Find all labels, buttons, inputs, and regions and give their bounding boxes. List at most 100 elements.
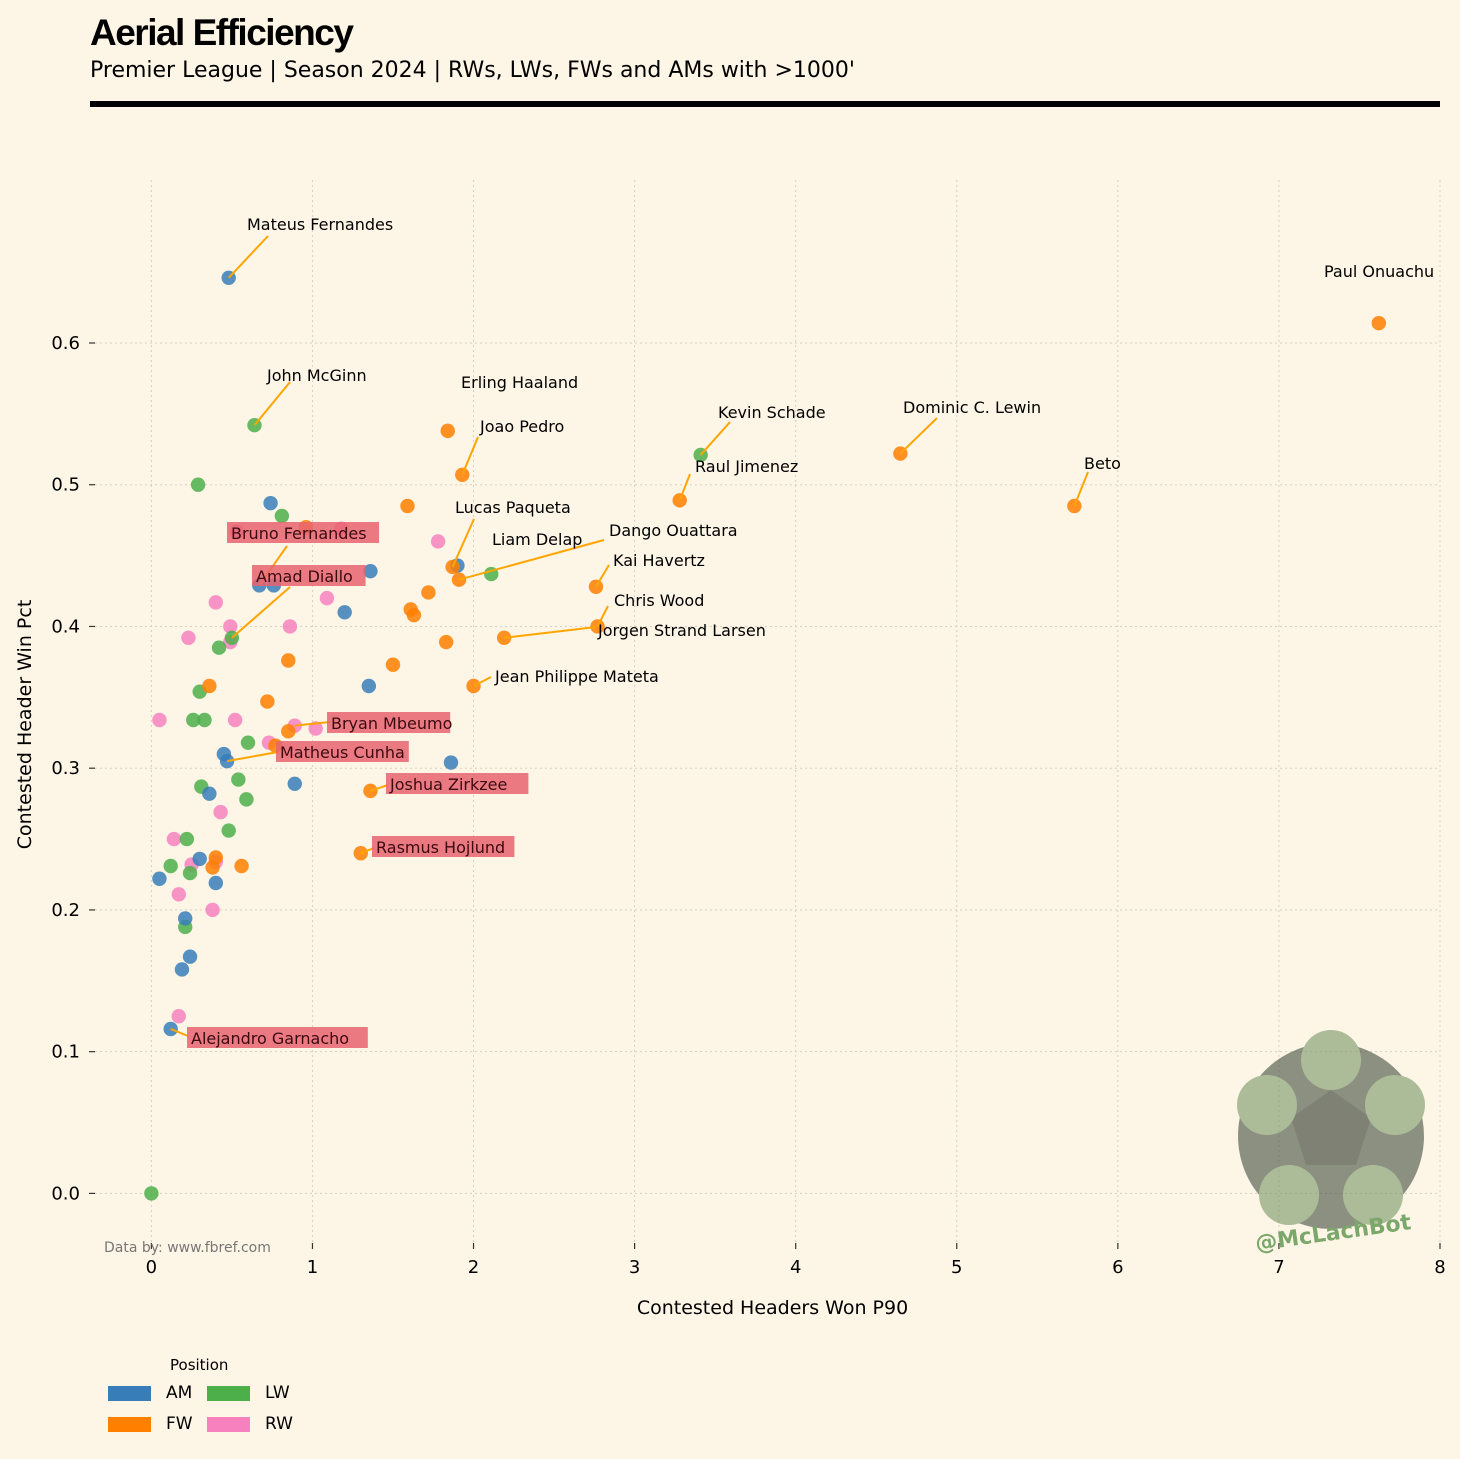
watermark-logo — [1237, 1030, 1425, 1229]
x-tick-label: 7 — [1273, 1257, 1284, 1278]
source-note: Data by: www.fbref.com — [104, 1240, 271, 1256]
data-point — [178, 911, 193, 926]
annotation-leader — [699, 421, 731, 456]
player-label: Joshua Zirkzee — [389, 775, 507, 794]
data-point — [363, 563, 378, 579]
scatter-chart: 0 1 2 3 4 5 6 7 8 0.0 0.1 0.2 0.3 0.4 0.5 0.6 Contested … — [14, 180, 1446, 1319]
data-point — [308, 721, 323, 736]
data-point — [421, 585, 436, 600]
legend-title: Position — [170, 1356, 229, 1374]
data-point — [287, 776, 302, 791]
annotation-leader — [253, 381, 291, 426]
data-point — [430, 534, 446, 549]
y-tick-label: 0.2 — [51, 900, 80, 921]
data-point — [211, 640, 227, 655]
data-point — [496, 630, 512, 645]
y-tick-label: 0.1 — [51, 1042, 80, 1063]
data-point — [231, 772, 246, 787]
data-point — [181, 630, 196, 645]
data-point — [144, 1186, 159, 1201]
y-tick-label: 0.3 — [51, 758, 80, 779]
player-label: Kevin Schade — [718, 403, 826, 422]
data-point — [182, 865, 198, 881]
player-label: Dango Ouattara — [609, 521, 738, 540]
annotation-leader — [504, 626, 597, 639]
annotation-leader — [1073, 471, 1089, 507]
annotation-highlight-box — [372, 836, 515, 857]
data-point — [221, 823, 236, 838]
data-point — [443, 755, 459, 770]
annotation-leader — [226, 751, 279, 763]
data-point — [205, 902, 220, 918]
legend-swatch-lw — [207, 1385, 250, 1401]
player-label: Paul Onuachu — [1324, 262, 1434, 281]
data-point — [152, 871, 167, 886]
x-tick-label: 1 — [307, 1257, 318, 1278]
data-point — [202, 678, 217, 694]
annotation-leader — [360, 847, 375, 855]
data-point — [451, 572, 467, 587]
data-point — [202, 786, 217, 801]
y-tick-label: 0.4 — [51, 616, 80, 637]
player-label: Jean Philippe Mateta — [494, 667, 659, 686]
x-tick-label: 2 — [468, 1257, 479, 1278]
data-point — [227, 712, 243, 728]
data-point — [385, 657, 401, 672]
data-point — [171, 887, 186, 902]
annotation-leader — [370, 784, 389, 792]
data-point — [208, 595, 224, 610]
title-rule — [90, 101, 1440, 107]
x-tick-label: 6 — [1112, 1257, 1123, 1278]
legend-label-lw: LW — [265, 1383, 290, 1403]
data-point — [1371, 315, 1386, 331]
watermark-panel — [1259, 1165, 1319, 1225]
data-point — [260, 694, 275, 709]
data-point — [190, 477, 206, 492]
data-point — [281, 724, 296, 739]
annotation-highlight-box — [227, 522, 379, 543]
data-point — [263, 495, 278, 511]
annotation-leader — [294, 721, 331, 727]
data-point — [438, 634, 454, 650]
player-label: Jorgen Strand Larsen — [597, 621, 766, 640]
x-tick-label: 8 — [1434, 1257, 1445, 1278]
data-point — [208, 875, 224, 891]
data-point — [361, 678, 377, 694]
legend-swatch-am — [108, 1385, 151, 1401]
annotation-leader — [899, 417, 938, 455]
x-tick-label: 3 — [629, 1257, 640, 1278]
annotation-leader — [451, 518, 475, 568]
annotation-highlight-box — [252, 565, 366, 586]
data-point — [213, 804, 228, 820]
legend-label-fw: FW — [166, 1414, 193, 1434]
data-point — [240, 735, 256, 750]
data-point — [282, 619, 298, 634]
player-label: Bruno Fernandes — [231, 524, 367, 543]
player-label: Matheus Cunha — [280, 743, 405, 762]
watermark-panel — [1301, 1030, 1361, 1090]
data-point — [205, 860, 220, 875]
data-point — [234, 858, 249, 874]
data-point — [274, 508, 290, 524]
data-point — [319, 590, 335, 606]
player-label: Liam Delap — [492, 530, 582, 549]
chart-subtitle: Premier League | Season 2024 | RWs, LWs,… — [90, 58, 855, 83]
watermark-panel — [1343, 1165, 1403, 1225]
player-label: Beto — [1084, 454, 1121, 473]
player-label: Amad Diallo — [256, 567, 353, 586]
player-label: Raul Jimenez — [695, 457, 798, 476]
annotation-highlight-box — [327, 712, 451, 733]
data-point — [337, 605, 352, 620]
annotation-leader — [473, 676, 492, 687]
watermark-pentagon — [1291, 1090, 1371, 1165]
data-point — [179, 831, 195, 847]
data-point — [186, 712, 201, 728]
legend-item-lw: LW — [207, 1383, 290, 1403]
data-point — [163, 858, 178, 874]
annotation-leader — [596, 605, 609, 627]
data-point — [192, 851, 207, 867]
player-label: Lucas Paqueta — [455, 498, 571, 517]
data-point — [400, 498, 415, 514]
data-point — [406, 607, 422, 623]
annotation-leader — [231, 586, 291, 639]
